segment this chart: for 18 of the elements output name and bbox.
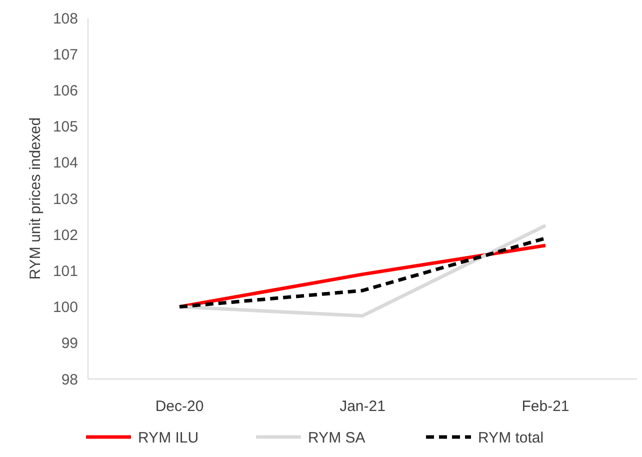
legend-label: RYM SA xyxy=(308,429,366,446)
y-tick-label: 105 xyxy=(52,118,78,136)
x-tick-label: Dec-20 xyxy=(155,398,204,415)
y-axis-title: RYM unit prices indexed xyxy=(27,117,44,280)
y-tick-label: 101 xyxy=(52,262,78,280)
x-tick-label: Feb-21 xyxy=(522,398,570,415)
y-tick-label: 102 xyxy=(52,226,78,244)
y-tick-label: 103 xyxy=(52,190,78,208)
y-tick-label: 98 xyxy=(61,371,78,388)
y-tick-label: 104 xyxy=(52,154,78,172)
y-tick-label: 100 xyxy=(52,299,78,316)
y-tick-label: 108 xyxy=(52,10,78,28)
y-tick-label: 99 xyxy=(61,335,78,352)
legend-label: RYM ILU xyxy=(138,429,199,446)
y-tick-label: 107 xyxy=(52,46,78,64)
x-tick-label: Jan-21 xyxy=(340,398,386,415)
legend-label: RYM total xyxy=(478,429,544,446)
y-tick-label: 106 xyxy=(52,82,78,100)
